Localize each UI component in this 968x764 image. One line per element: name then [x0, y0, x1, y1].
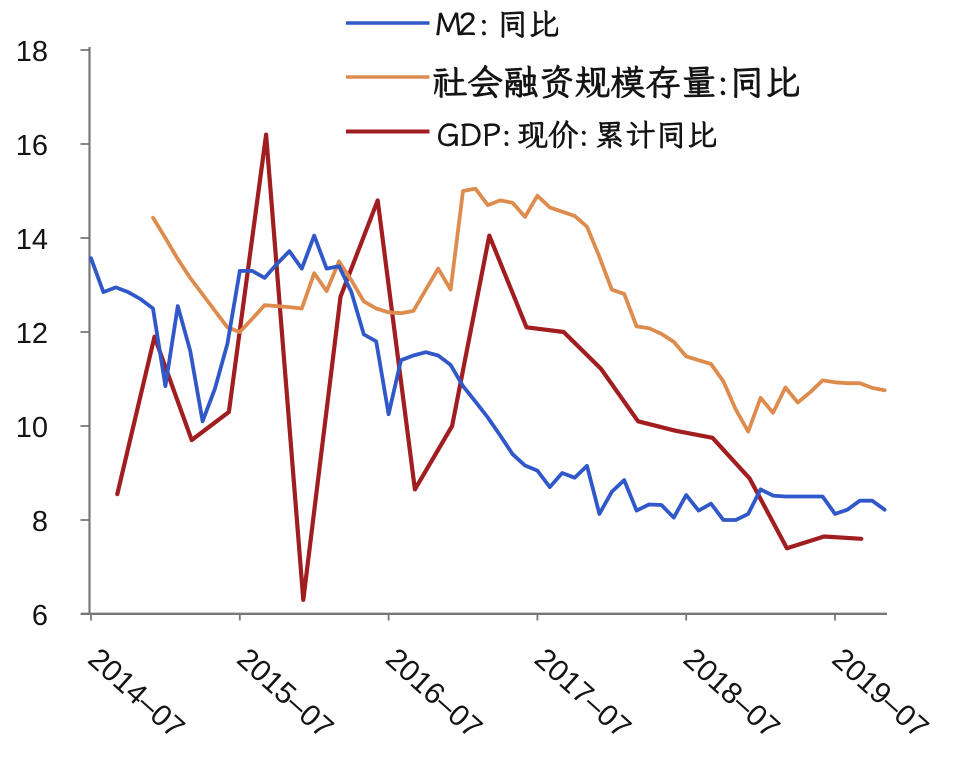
svg-text:2019–07: 2019–07 — [826, 642, 935, 745]
svg-text:16: 16 — [16, 130, 48, 162]
svg-text:2017–07: 2017–07 — [528, 642, 637, 745]
svg-text:6: 6 — [32, 600, 48, 632]
svg-text:10: 10 — [16, 412, 48, 444]
svg-text:2018–07: 2018–07 — [677, 642, 786, 745]
svg-text:8: 8 — [32, 506, 48, 538]
svg-text:12: 12 — [16, 318, 48, 350]
svg-text:2014–07: 2014–07 — [82, 642, 191, 745]
svg-text:14: 14 — [16, 224, 48, 256]
svg-text:2015–07: 2015–07 — [231, 642, 340, 745]
svg-text:2016–07: 2016–07 — [379, 642, 488, 745]
svg-text:18: 18 — [16, 36, 48, 68]
